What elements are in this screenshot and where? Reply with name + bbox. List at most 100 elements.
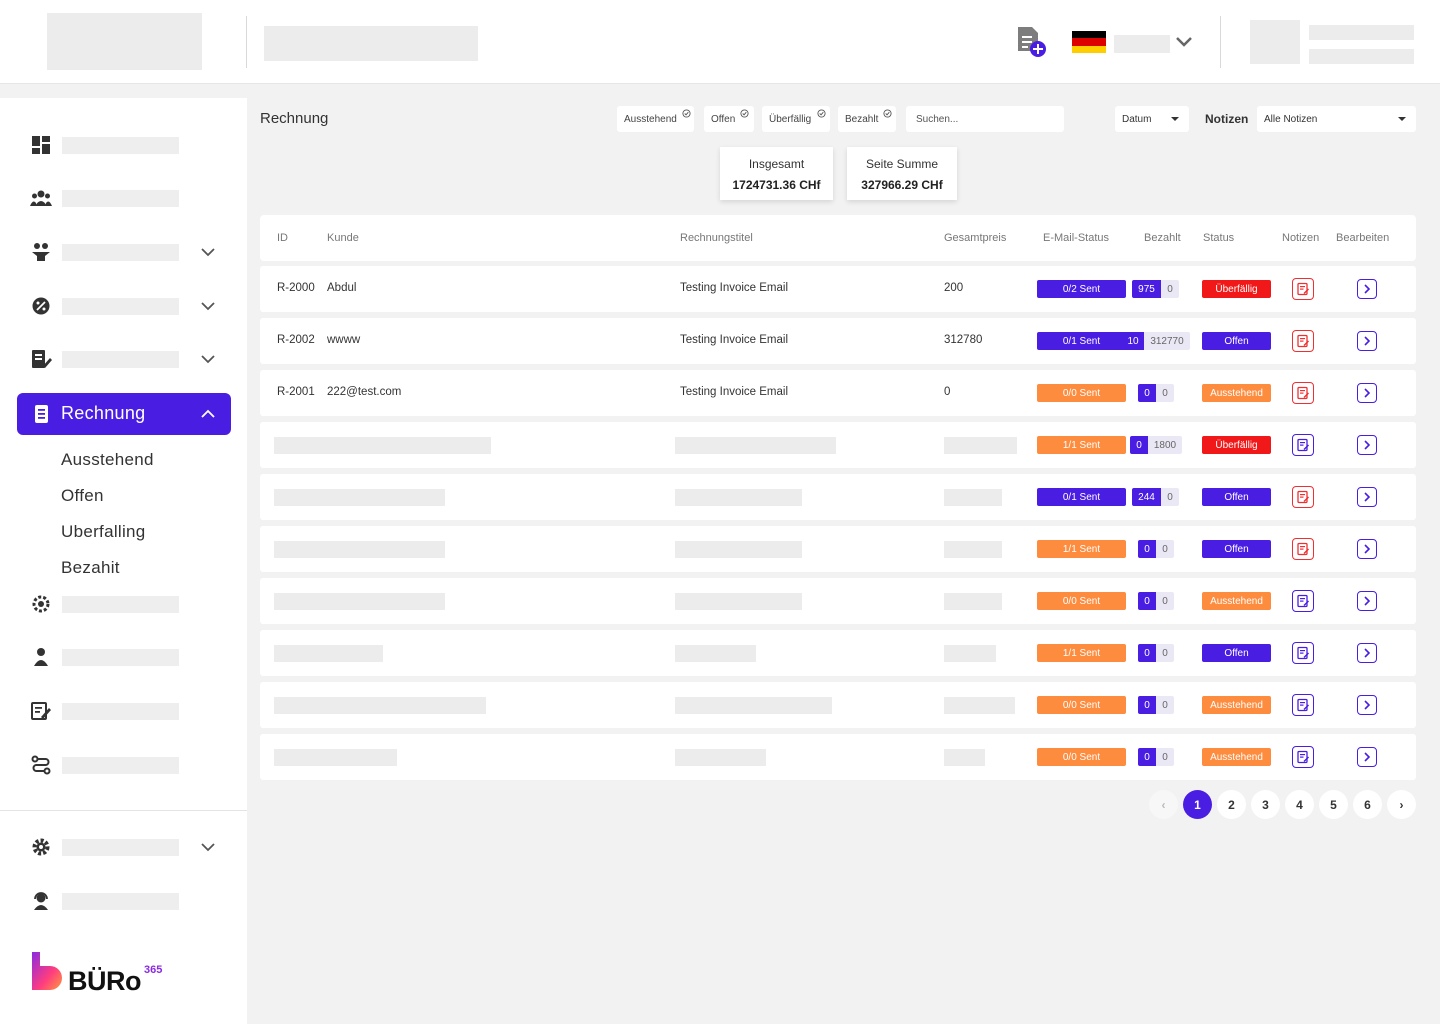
- email-status-badge[interactable]: 0/1 Sent: [1037, 332, 1126, 350]
- submenu-offen[interactable]: Offen: [61, 486, 104, 505]
- table-row[interactable]: R-2001 222@test.com Testing Invoice Email 0…: [260, 370, 1416, 416]
- col-bezahlt[interactable]: Bezahlt: [1144, 232, 1181, 244]
- chevron-right-icon[interactable]: [1357, 487, 1377, 507]
- filter-ausstehend[interactable]: Ausstehend: [617, 106, 694, 132]
- chevron-down-icon[interactable]: [200, 351, 216, 367]
- table-row[interactable]: 1/1 Sent 0 0 Offen: [260, 630, 1416, 676]
- sidebar-item-notes[interactable]: [17, 690, 231, 732]
- email-status-badge[interactable]: 0/0 Sent: [1037, 384, 1126, 402]
- table-row[interactable]: 1/1 Sent 0 0 Offen: [260, 526, 1416, 572]
- sidebar-item-support[interactable]: [17, 880, 231, 922]
- status-badge[interactable]: Ausstehend: [1202, 748, 1271, 766]
- chevron-right-icon[interactable]: [1357, 747, 1377, 767]
- email-status-badge[interactable]: 1/1 Sent: [1037, 436, 1126, 454]
- notes-icon[interactable]: [1292, 434, 1314, 456]
- pagination-prev[interactable]: ‹: [1149, 790, 1178, 819]
- sidebar-item-routes[interactable]: [17, 744, 231, 786]
- sidebar-item-orders[interactable]: [17, 338, 231, 380]
- notes-icon[interactable]: [1292, 746, 1314, 768]
- col-titel[interactable]: Rechnungstitel: [680, 232, 753, 244]
- chevron-right-icon[interactable]: [1357, 643, 1377, 663]
- page-4[interactable]: 4: [1285, 790, 1314, 819]
- status-badge[interactable]: Überfällig: [1202, 436, 1271, 454]
- notes-icon[interactable]: [1292, 382, 1314, 404]
- email-status-badge[interactable]: 1/1 Sent: [1037, 540, 1126, 558]
- notes-icon[interactable]: [1292, 642, 1314, 664]
- submenu-ausstehend[interactable]: Ausstehend: [61, 450, 154, 469]
- table-row[interactable]: R-2000 Abdul Testing Invoice Email 200 0/2 S…: [260, 266, 1416, 312]
- remaining-value: 0: [1156, 748, 1174, 766]
- notes-select[interactable]: Alle Notizen: [1257, 106, 1416, 132]
- chevron-right-icon[interactable]: [1357, 695, 1377, 715]
- submenu-bezahlt[interactable]: Bezahit: [61, 558, 120, 577]
- table-row[interactable]: 1/1 Sent 0 1800 Überfällig: [260, 422, 1416, 468]
- sidebar-item-settings[interactable]: [17, 826, 231, 868]
- date-select[interactable]: Datum: [1115, 106, 1189, 132]
- sidebar-item-discounts[interactable]: [17, 285, 231, 327]
- email-status-badge[interactable]: 0/1 Sent: [1037, 488, 1126, 506]
- notes-icon[interactable]: [1292, 590, 1314, 612]
- page-6[interactable]: 6: [1353, 790, 1382, 819]
- pagination-next[interactable]: ›: [1387, 790, 1416, 819]
- notes-icon[interactable]: [1292, 278, 1314, 300]
- status-badge[interactable]: Ausstehend: [1202, 696, 1271, 714]
- table-row[interactable]: 0/1 Sent 244 0 Offen: [260, 474, 1416, 520]
- add-document-icon[interactable]: [1014, 26, 1050, 60]
- chevron-right-icon[interactable]: [1357, 591, 1377, 611]
- email-status-badge[interactable]: 0/0 Sent: [1037, 696, 1126, 714]
- status-badge[interactable]: Offen: [1202, 488, 1271, 506]
- status-badge[interactable]: Ausstehend: [1202, 384, 1271, 402]
- sidebar-item-employees[interactable]: [17, 636, 231, 678]
- notes-icon[interactable]: [1292, 694, 1314, 716]
- page-5[interactable]: 5: [1319, 790, 1348, 819]
- page-2[interactable]: 2: [1217, 790, 1246, 819]
- table-row[interactable]: 0/0 Sent 0 0 Ausstehend: [260, 578, 1416, 624]
- table-row[interactable]: R-2002 wwww Testing Invoice Email 312780 0/1…: [260, 318, 1416, 364]
- page-3[interactable]: 3: [1251, 790, 1280, 819]
- notes-icon[interactable]: [1292, 538, 1314, 560]
- sidebar-item-services[interactable]: [17, 583, 231, 625]
- chevron-right-icon[interactable]: [1357, 383, 1377, 403]
- col-email[interactable]: E-Mail-Status: [1043, 232, 1110, 244]
- cell-placeholder: [675, 749, 766, 766]
- status-badge[interactable]: Ausstehend: [1202, 592, 1271, 610]
- chevron-down-icon[interactable]: [200, 244, 216, 260]
- table-row[interactable]: 0/0 Sent 0 0 Ausstehend: [260, 682, 1416, 728]
- chevron-down-icon[interactable]: [200, 298, 216, 314]
- sidebar-item-dashboard[interactable]: [17, 124, 231, 166]
- chevron-right-icon[interactable]: [1357, 539, 1377, 559]
- status-badge[interactable]: Überfällig: [1202, 280, 1271, 298]
- chevron-right-icon[interactable]: [1357, 331, 1377, 351]
- email-status-badge[interactable]: 1/1 Sent: [1037, 644, 1126, 662]
- filter-ueberfaellig[interactable]: Überfällig: [762, 106, 830, 132]
- avatar[interactable]: [1250, 20, 1300, 64]
- email-status-badge[interactable]: 0/2 Sent: [1037, 280, 1126, 298]
- chevron-right-icon[interactable]: [1357, 279, 1377, 299]
- status-badge[interactable]: Offen: [1202, 540, 1271, 558]
- page-1[interactable]: 1: [1183, 790, 1212, 819]
- sidebar-item-rechnung[interactable]: Rechnung: [17, 393, 231, 435]
- notes-icon[interactable]: [1292, 486, 1314, 508]
- sidebar-item-team[interactable]: [17, 231, 231, 273]
- email-status-badge[interactable]: 0/0 Sent: [1037, 592, 1126, 610]
- col-preis[interactable]: Gesamtpreis: [944, 232, 1007, 244]
- filter-offen[interactable]: Offen: [704, 106, 754, 132]
- email-status-badge[interactable]: 0/0 Sent: [1037, 748, 1126, 766]
- notes-filter-label: Notizen: [1205, 112, 1249, 126]
- chevron-down-icon[interactable]: [1174, 32, 1194, 52]
- chevron-right-icon[interactable]: [1357, 435, 1377, 455]
- search-input[interactable]: [906, 106, 1064, 132]
- chevron-up-icon[interactable]: [200, 406, 216, 422]
- notes-icon[interactable]: [1292, 330, 1314, 352]
- filter-bezahlt[interactable]: Bezahlt: [838, 106, 896, 132]
- col-id[interactable]: ID: [277, 232, 288, 244]
- germany-flag-icon[interactable]: [1072, 31, 1106, 53]
- status-badge[interactable]: Offen: [1202, 644, 1271, 662]
- col-status[interactable]: Status: [1203, 232, 1235, 244]
- col-kunde[interactable]: Kunde: [327, 232, 359, 244]
- table-row[interactable]: 0/0 Sent 0 0 Ausstehend: [260, 734, 1416, 780]
- chevron-down-icon[interactable]: [200, 839, 216, 855]
- sidebar-item-customers[interactable]: [17, 177, 231, 219]
- status-badge[interactable]: Offen: [1202, 332, 1271, 350]
- submenu-ueberfaellig[interactable]: Uberfalling: [61, 522, 146, 541]
